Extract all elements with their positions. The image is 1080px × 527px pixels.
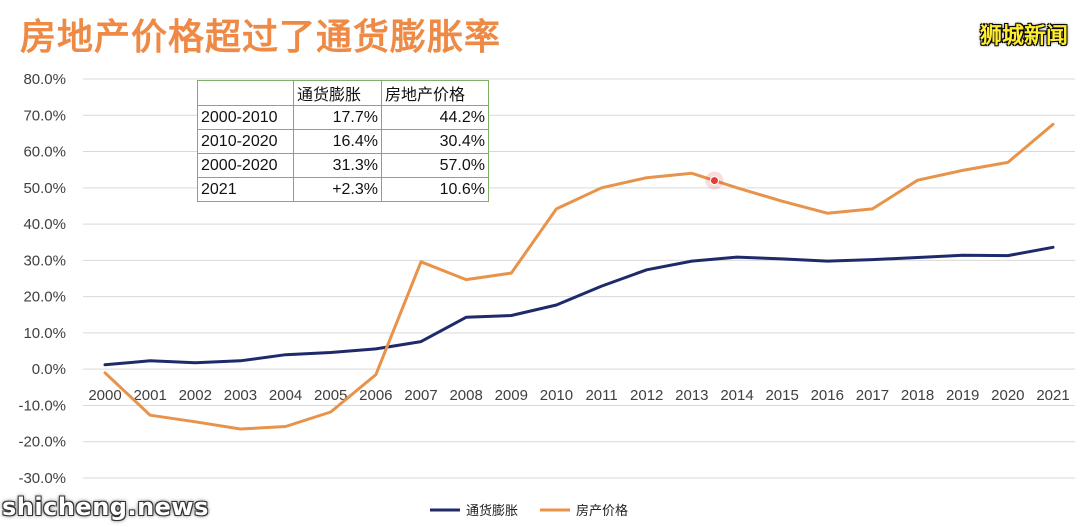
y-tick-label: 70.0% (23, 107, 66, 124)
x-tick-label: 2016 (811, 387, 844, 404)
y-tick-label: 50.0% (23, 180, 66, 197)
chart-title: 房地产价格超过了通货膨胀率 (20, 17, 502, 58)
x-tick-label: 2014 (720, 387, 753, 404)
table-row: 2021 +2.3% 10.6% (197, 177, 489, 202)
table-cell-inflation: 16.4% (293, 129, 382, 154)
series-lines (103, 122, 1055, 431)
x-tick-label: 2012 (630, 387, 663, 404)
table-cell-period: 2000-2020 (197, 153, 294, 178)
x-tick-label: 2008 (449, 387, 482, 404)
table-cell-inflation: 17.7% (293, 105, 382, 130)
brand-watermark-top-right: 狮城新闻 (979, 24, 1068, 49)
y-tick-label: 30.0% (23, 252, 66, 269)
x-tick-label: 2000 (88, 387, 121, 404)
y-tick-label: 20.0% (23, 289, 66, 306)
x-axis-ticks: 2000 2001 2002 2003 2004 2005 2006 2007 2008 2009… (88, 387, 1069, 404)
table-header-row: 通货膨胀 房地产价格 (197, 80, 489, 106)
table-header-cell (197, 80, 294, 106)
x-tick-label: 2020 (991, 387, 1024, 404)
x-tick-label: 2009 (495, 387, 528, 404)
table-cell-period: 2021 (197, 177, 294, 202)
table-cell-inflation: 31.3% (293, 153, 382, 178)
x-tick-label: 2006 (359, 387, 392, 404)
x-tick-label: 2015 (765, 387, 798, 404)
highlight-marker (705, 171, 724, 190)
marker-dot (709, 176, 719, 186)
summary-table: 通货膨胀 房地产价格 2000-2010 17.7% 44.2% 2010-20… (197, 80, 489, 202)
table-cell-period: 2000-2010 (197, 105, 294, 130)
y-tick-label: 40.0% (23, 216, 66, 233)
table-cell-property: 44.2% (381, 105, 489, 130)
table-row: 2000-2020 31.3% 57.0% (197, 153, 489, 178)
table-cell-period: 2010-2020 (197, 129, 294, 154)
x-tick-label: 2004 (269, 387, 302, 404)
y-tick-label: -20.0% (18, 434, 66, 451)
y-axis-ticks: 80.0% 70.0% 60.0% 50.0% 40.0% 30.0% 20.0% 10.0%… (18, 71, 66, 487)
x-tick-label: 2017 (856, 387, 889, 404)
y-tick-label: 80.0% (23, 71, 66, 88)
x-tick-label: 2018 (901, 387, 934, 404)
brand-watermark-bottom-left: shicheng.news (2, 493, 209, 521)
x-tick-label: 2019 (946, 387, 979, 404)
y-tick-label: 0.0% (32, 361, 66, 378)
table-header-inflation: 通货膨胀 (293, 80, 382, 106)
y-tick-label: -30.0% (18, 470, 66, 487)
x-tick-label: 2010 (540, 387, 573, 404)
x-tick-label: 2021 (1036, 387, 1069, 404)
y-tick-label: 10.0% (23, 325, 66, 342)
x-tick-label: 2013 (675, 387, 708, 404)
table-cell-property: 57.0% (381, 153, 489, 178)
inflation-line (103, 245, 1055, 367)
x-tick-label: 2003 (224, 387, 257, 404)
y-tick-label: 60.0% (23, 144, 66, 161)
table-header-property: 房地产价格 (381, 80, 489, 106)
table-cell-property: 10.6% (381, 177, 489, 202)
table-cell-property: 30.4% (381, 129, 489, 154)
x-tick-label: 2002 (179, 387, 212, 404)
table-row: 2000-2010 17.7% 44.2% (197, 105, 489, 130)
table-cell-inflation: +2.3% (293, 177, 382, 202)
y-tick-label: -10.0% (18, 397, 66, 414)
x-tick-label: 2001 (133, 387, 166, 404)
x-tick-label: 2005 (314, 387, 347, 404)
x-tick-label: 2011 (585, 387, 617, 404)
property-price-line (103, 122, 1055, 431)
legend-label-inflation: 通货膨胀 (466, 503, 518, 519)
x-tick-label: 2007 (404, 387, 437, 404)
table-row: 2010-2020 16.4% 30.4% (197, 129, 489, 154)
legend: 通货膨胀 房产价格 (430, 503, 628, 519)
legend-label-property: 房产价格 (576, 503, 628, 519)
